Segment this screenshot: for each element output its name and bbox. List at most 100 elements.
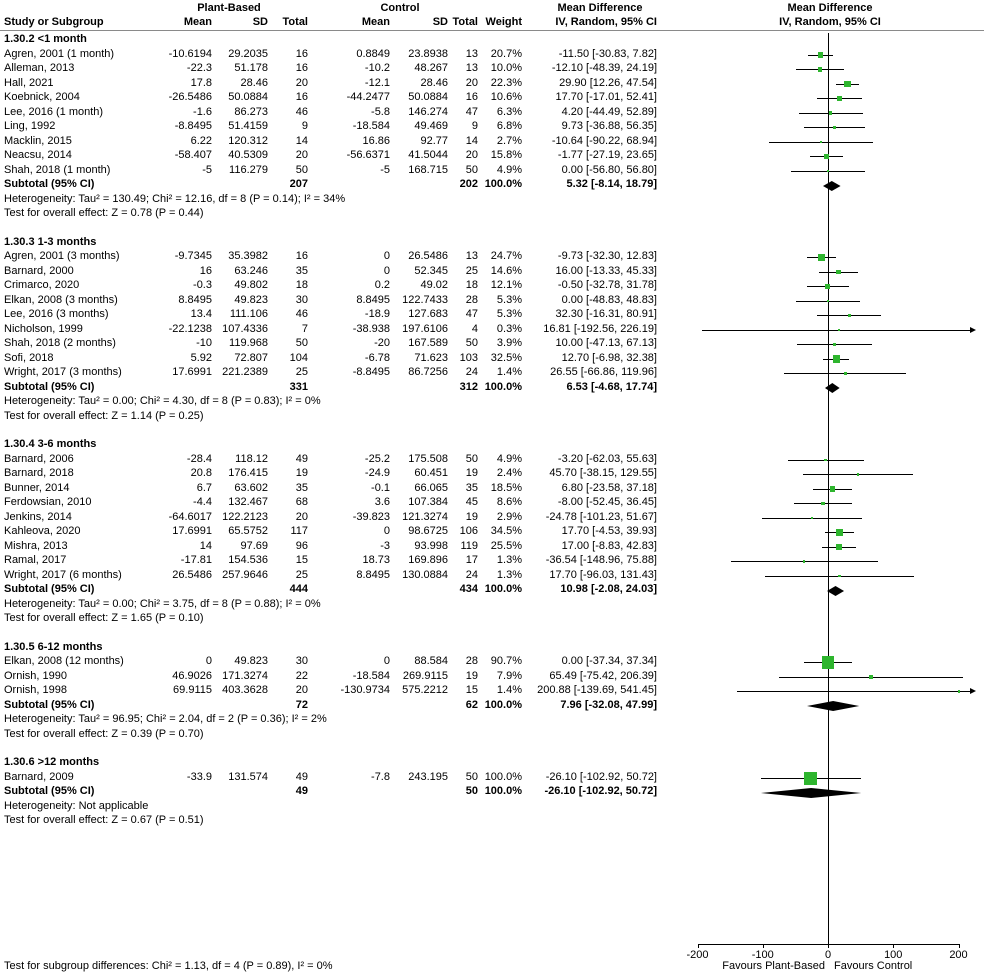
effect-square <box>837 96 842 101</box>
control-mean: -10.2 <box>364 62 390 74</box>
study-name: Kahleova, 2020 <box>4 525 81 537</box>
subtotal-effect: 6.53 [-4.68, 17.74] <box>566 380 657 393</box>
control-mean: 0 <box>383 525 390 537</box>
control-total: 47 <box>465 105 478 118</box>
axis-tick-label: -100 <box>751 949 774 961</box>
plant-mean: -26.5486 <box>168 91 212 103</box>
plant-total: 46 <box>295 105 308 118</box>
plant-sd: 154.536 <box>228 554 268 566</box>
effect-estimate: -26.10 [-102.92, 50.72] <box>545 770 657 783</box>
subtotal-weight: 100.0% <box>484 380 522 393</box>
control-mean: 0.8849 <box>356 47 390 60</box>
control-sd: 92.77 <box>420 134 448 147</box>
effect-estimate: 0.00 [-48.83, 48.83] <box>561 293 657 306</box>
control-sd: 121.3274 <box>402 510 448 523</box>
control-mean: -130.9734 <box>340 684 390 696</box>
study-weight: 1.4% <box>496 366 522 378</box>
plant-total: 50 <box>295 337 308 349</box>
effect-square <box>856 473 859 476</box>
control-sd: 52.345 <box>414 264 448 277</box>
study-name: Shah, 2018 (2 months) <box>4 337 116 349</box>
study-weight: 10.6% <box>490 91 522 103</box>
plant-sd: 116.279 <box>229 163 268 176</box>
effect-square <box>832 355 840 363</box>
plant-mean: 17.8 <box>190 76 212 89</box>
effect-square <box>829 486 836 492</box>
axis-tick-label: 100 <box>884 949 903 961</box>
effect-estimate: 29.90 [12.26, 47.54] <box>559 76 657 89</box>
effect-estimate: 17.00 [-8.83, 42.83] <box>561 539 657 552</box>
plant-sd: 131.574 <box>228 770 268 783</box>
subtotal-diamond <box>807 701 860 711</box>
plant-mean-header: Mean <box>183 16 212 28</box>
study-weight: 12.1% <box>490 279 522 291</box>
plant-sd: 171.3274 <box>222 669 268 682</box>
plant-total: 15 <box>295 554 308 566</box>
plant-total: 30 <box>295 293 308 306</box>
study-name: Crimarco, 2020 <box>4 279 80 291</box>
plant-mean: 16 <box>199 264 212 277</box>
plant-total: 16 <box>295 91 308 103</box>
study-weight: 15.8% <box>490 149 522 161</box>
subtotal-diamond <box>826 585 844 596</box>
plant-sd: 72.807 <box>234 351 268 364</box>
axis-tick <box>828 944 829 948</box>
control-mean: 8.8495 <box>356 568 390 581</box>
effect-square <box>833 343 836 346</box>
study-weight: 24.7% <box>490 250 522 262</box>
study-name: Lee, 2016 (1 month) <box>4 105 104 118</box>
effect-square <box>844 80 851 88</box>
study-name: Sofi, 2018 <box>4 351 54 364</box>
study-weight: 2.9% <box>496 510 522 523</box>
subtotal-weight: 100.0% <box>484 785 522 797</box>
header-divider <box>0 30 984 31</box>
subtotal-label: Subtotal (95% CI) <box>4 785 95 797</box>
subgroup-title: 1.30.5 6-12 months <box>4 640 103 653</box>
plant-mean: 6.7 <box>196 481 212 494</box>
effect-square <box>826 299 830 303</box>
effect-estimate: 9.73 [-36.88, 56.35] <box>561 120 657 132</box>
axis-tick <box>958 944 960 948</box>
control-sd: 48.267 <box>414 62 448 74</box>
subgroup-title: 1.30.2 <1 month <box>4 33 87 45</box>
overall-effect-text: Test for overall effect: Z = 0.78 (P = 0… <box>4 207 204 219</box>
control-mean: 16.86 <box>362 134 390 147</box>
effect-square <box>832 125 837 130</box>
study-weight: 1.3% <box>496 554 522 566</box>
control-sd: 66.065 <box>414 481 448 494</box>
study-weight: 90.7% <box>490 655 522 667</box>
study-name: Wright, 2017 (6 months) <box>4 568 122 581</box>
effect-estimate: -8.00 [-52.45, 36.45] <box>557 496 657 508</box>
control-mean: 18.73 <box>362 554 390 566</box>
plant-sd-header: SD <box>252 16 268 28</box>
effect-square <box>838 574 841 578</box>
effect-square <box>868 675 873 679</box>
control-group-header: Control <box>380 2 420 14</box>
study-weight: 5.3% <box>496 308 522 320</box>
control-mean: -56.6371 <box>346 149 390 161</box>
control-total: 16 <box>465 91 478 103</box>
mean-difference-column-header: Mean Difference <box>557 2 643 14</box>
control-sd: 23.8938 <box>408 47 448 60</box>
plant-total: 96 <box>295 539 308 552</box>
subgroup-differences-text: Test for subgroup differences: Chi² = 1.… <box>4 960 333 972</box>
ci-arrow-right-icon <box>970 688 976 694</box>
control-total: 50 <box>465 770 478 783</box>
control-mean: -12.1 <box>364 76 390 89</box>
control-sd: 26.5486 <box>408 250 448 262</box>
study-column-header: Study or Subgroup <box>4 16 104 28</box>
plant-mean: 6.22 <box>190 134 212 147</box>
control-mean: -39.823 <box>352 510 390 523</box>
study-weight: 2.7% <box>496 134 522 147</box>
control-mean: 0.2 <box>374 279 390 291</box>
study-weight: 34.5% <box>490 525 522 537</box>
plant-sd: 63.246 <box>234 264 268 277</box>
study-name: Ornish, 1998 <box>4 684 67 696</box>
subtotal-diamond <box>824 383 840 393</box>
control-total: 50 <box>465 163 478 176</box>
axis-tick <box>697 944 699 948</box>
subtotal-total-plant: 49 <box>295 785 308 797</box>
overall-effect-text: Test for overall effect: Z = 1.65 (P = 0… <box>4 612 204 624</box>
study-name: Agren, 2001 (1 month) <box>4 47 115 60</box>
subtotal-total-control: 62 <box>465 698 478 711</box>
